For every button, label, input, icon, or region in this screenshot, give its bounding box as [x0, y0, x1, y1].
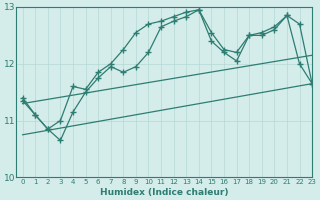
- X-axis label: Humidex (Indice chaleur): Humidex (Indice chaleur): [100, 188, 228, 197]
